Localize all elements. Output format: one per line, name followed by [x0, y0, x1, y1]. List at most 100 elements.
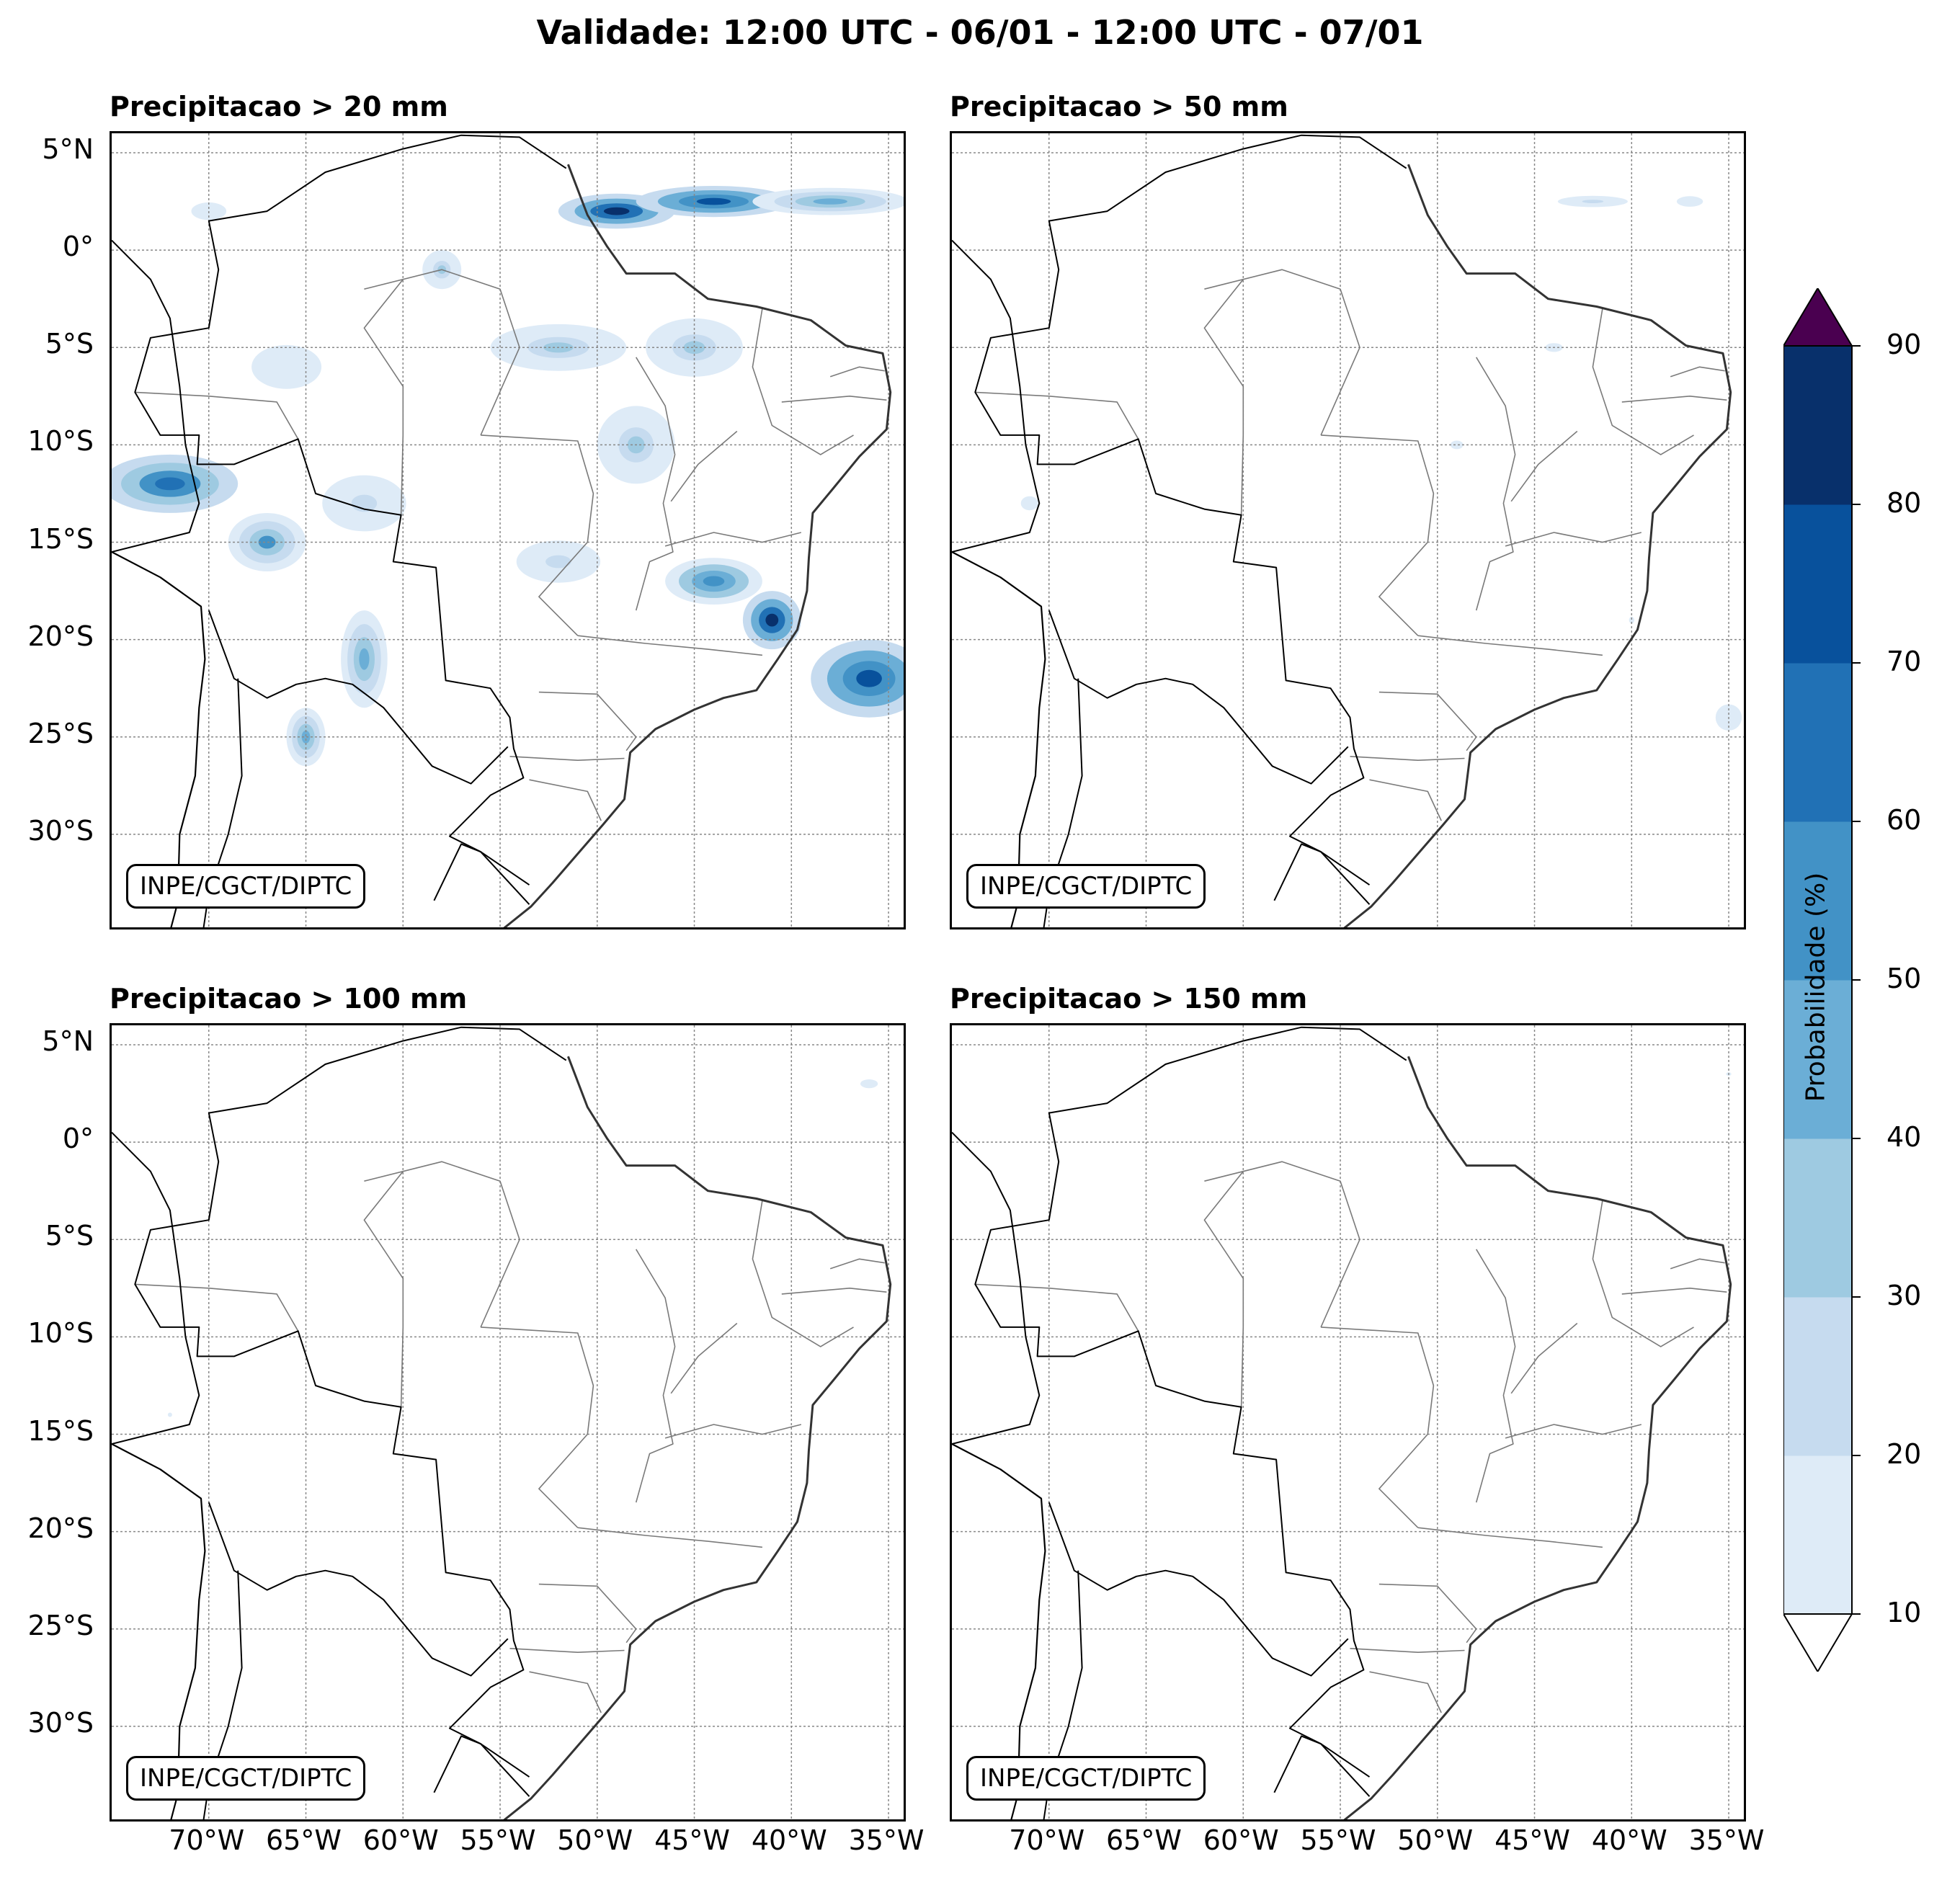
colorbar-tick-label: 20: [1886, 1438, 1922, 1470]
country-border: [403, 134, 567, 169]
probability-contour: [167, 1412, 172, 1417]
credit-badge: INPE/CGCT/DIPTC: [126, 1756, 366, 1801]
state-border: [635, 1249, 676, 1503]
state-border: [1592, 308, 1694, 455]
probability-contour: [683, 341, 705, 355]
country-border: [1243, 1026, 1407, 1061]
country-border: [1048, 1502, 1349, 1677]
coastline: [1343, 164, 1732, 927]
country-border: [433, 843, 530, 901]
colorbar-segment: [1783, 1297, 1852, 1456]
state-border: [1621, 1287, 1727, 1295]
map-canvas: [952, 1025, 1744, 1819]
probability-contour: [1629, 616, 1634, 624]
state-border: [363, 279, 404, 515]
state-border: [135, 391, 299, 440]
latitude-tick-label: 20°S: [27, 620, 94, 652]
country-border: [433, 1735, 530, 1793]
colorbar-tick-label: 10: [1886, 1597, 1922, 1628]
latitude-tick-label: 5°S: [45, 1220, 94, 1252]
coastline: [112, 239, 200, 553]
longitude-tick-label: 45°W: [1494, 1824, 1570, 1856]
state-border: [364, 269, 520, 436]
state-border: [1475, 1249, 1516, 1503]
colorbar-extend-min: [1783, 1613, 1853, 1672]
state-border: [1592, 1200, 1694, 1347]
coastline: [112, 1131, 200, 1445]
probability-contour: [1582, 200, 1604, 203]
map-canvas: [952, 133, 1744, 927]
country-border: [974, 1040, 1371, 1797]
probability-contour: [813, 198, 847, 205]
latitude-tick-label: 10°S: [27, 425, 94, 458]
latitude-tick-label: 25°S: [27, 717, 94, 749]
latitude-tick-label: 20°S: [27, 1512, 94, 1544]
colorbar-segment: [1783, 1455, 1852, 1615]
country-border: [208, 1502, 509, 1677]
latitude-tick-label: 30°S: [27, 1706, 94, 1739]
longitude-tick-label: 60°W: [362, 1824, 439, 1856]
country-border: [1273, 843, 1371, 901]
map-canvas: [112, 1025, 904, 1819]
probability-contour: [301, 730, 311, 744]
state-border: [1621, 395, 1727, 403]
probability-contour: [603, 207, 630, 215]
colorbar-segment: [1783, 980, 1852, 1139]
state-border: [635, 357, 676, 611]
latitude-tick-label: 10°S: [27, 1317, 94, 1350]
longitude-tick-label: 65°W: [266, 1824, 342, 1856]
map-panel-20mm: INPE/CGCT/DIPTC: [110, 131, 906, 929]
state-border: [1670, 366, 1725, 378]
state-border: [1417, 635, 1603, 656]
latitude-tick-label: 5°N: [42, 133, 94, 166]
latitude-tick-label: 5°S: [45, 328, 94, 360]
state-border: [752, 1200, 854, 1347]
figure-title: Validade: 12:00 UTC - 06/01 - 12:00 UTC …: [536, 13, 1424, 52]
coastline: [1343, 1056, 1732, 1819]
probability-contour: [696, 197, 731, 205]
colorbar-tick-label: 40: [1886, 1121, 1922, 1153]
state-border: [1204, 1161, 1360, 1328]
colorbar-segment: [1783, 504, 1852, 664]
country-border: [134, 1040, 530, 1797]
state-border: [1203, 1171, 1244, 1407]
longitude-tick-label: 40°W: [751, 1824, 827, 1856]
longitude-tick-label: 70°W: [1009, 1824, 1085, 1856]
colorbar-tick-label: 50: [1886, 963, 1922, 994]
probability-contour: [269, 356, 304, 378]
state-border: [781, 1287, 887, 1295]
colorbar-tick-label: 90: [1886, 329, 1922, 360]
colorbar-segment: [1783, 821, 1852, 981]
state-border: [538, 691, 637, 752]
probability-contour: [545, 555, 571, 569]
map-panel-50mm: INPE/CGCT/DIPTC: [950, 131, 1746, 929]
panel-title-20mm: Precipitacao > 20 mm: [110, 91, 448, 122]
state-border: [529, 1671, 602, 1713]
state-border: [481, 434, 594, 636]
probability-contour: [856, 669, 882, 687]
colorbar-segment: [1783, 663, 1852, 822]
state-border: [1417, 1527, 1603, 1548]
longitude-tick-label: 35°W: [848, 1824, 925, 1856]
state-border: [1203, 279, 1244, 515]
state-border: [781, 395, 887, 403]
state-border: [1475, 357, 1516, 611]
coastline: [503, 1056, 892, 1819]
state-border: [577, 635, 762, 656]
map-panel-150mm: INPE/CGCT/DIPTC: [950, 1023, 1746, 1822]
credit-badge: INPE/CGCT/DIPTC: [126, 864, 366, 909]
country-border: [134, 148, 530, 905]
latitude-tick-label: 25°S: [27, 1609, 94, 1641]
credit-badge: INPE/CGCT/DIPTC: [966, 864, 1206, 909]
colorbar-tick-label: 80: [1886, 487, 1922, 519]
state-border: [1204, 269, 1360, 436]
probability-contour: [703, 576, 725, 587]
colorbar-extend-max: [1783, 288, 1853, 347]
state-border: [364, 1161, 520, 1328]
state-border: [1321, 434, 1435, 636]
probability-contour: [155, 477, 185, 491]
longitude-tick-label: 55°W: [1300, 1824, 1376, 1856]
latitude-tick-label: 0°: [62, 231, 94, 263]
country-border: [1048, 610, 1349, 785]
